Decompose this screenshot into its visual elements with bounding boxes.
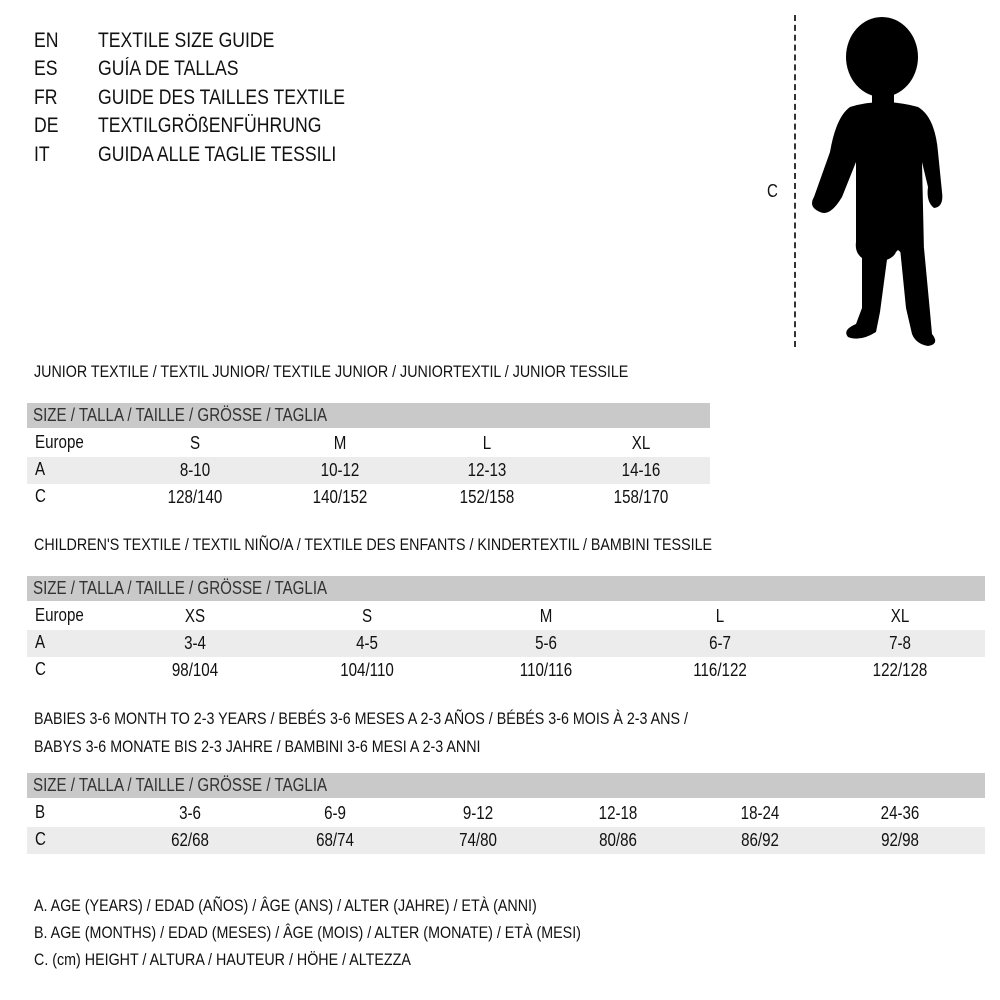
section-title-babies-line1: BABIES 3-6 MONTH TO 2-3 YEARS / BEBÉS 3-…	[34, 709, 688, 728]
table-cell: 86/92	[741, 830, 779, 850]
table-cell: 3-6	[179, 803, 201, 823]
lang-title-en: TEXTILE SIZE GUIDE	[98, 29, 275, 52]
child-silhouette-icon	[812, 17, 943, 346]
table-row: A 8-10 10-12 12-13 14-16	[27, 457, 710, 484]
lang-title-it: GUIDA ALLE TAGLIE TESSILI	[98, 143, 337, 166]
table-cell: 158/170	[613, 487, 669, 507]
table-row: C 62/68 68/74 74/80 80/86 86/92 92/98	[27, 827, 985, 854]
table-header: SIZE / TALLA / TAILLE / GRÖSSE / TAGLIA	[27, 403, 710, 430]
legend-c: C. (cm) HEIGHT / ALTURA / HAUTEUR / HÖHE…	[34, 950, 411, 969]
table-cell: 110/116	[519, 660, 573, 680]
row-label: Europe	[35, 432, 84, 452]
size-table-children: SIZE / TALLA / TAILLE / GRÖSSE / TAGLIA E…	[27, 576, 985, 684]
table-cell: 12-13	[467, 460, 507, 480]
table-cell: 4-5	[356, 633, 378, 653]
row-label: A	[35, 632, 46, 652]
table-cell: 24-36	[880, 803, 920, 823]
table-cell: 98/104	[171, 660, 219, 680]
table-cell: 6-9	[324, 803, 346, 823]
section-title-babies-line2: BABYS 3-6 MONATE BIS 2-3 JAHRE / BAMBINI…	[34, 737, 481, 756]
table-cell: M	[539, 606, 553, 626]
table-cell: 140/152	[312, 487, 368, 507]
lang-title-es: GUÍA DE TALLAS	[98, 57, 239, 80]
row-label: Europe	[35, 605, 84, 625]
lang-code-de: DE	[34, 114, 59, 137]
table-cell: 9-12	[462, 803, 494, 823]
table-cell: 8-10	[179, 460, 211, 480]
section-title-junior: JUNIOR TEXTILE / TEXTIL JUNIOR/ TEXTILE …	[34, 362, 629, 381]
table-cell: 18-24	[740, 803, 780, 823]
table-cell: M	[333, 433, 347, 453]
lang-code-es: ES	[34, 57, 58, 80]
table-cell: 80/86	[599, 830, 637, 850]
table-cell: 74/80	[459, 830, 497, 850]
table-header-label: SIZE / TALLA / TAILLE / GRÖSSE / TAGLIA	[33, 775, 328, 795]
row-label: C	[35, 829, 46, 849]
table-cell: 116/122	[693, 660, 747, 680]
lang-code-it: IT	[34, 143, 50, 166]
size-table-junior: SIZE / TALLA / TAILLE / GRÖSSE / TAGLIA E…	[27, 403, 710, 511]
table-row: B 3-6 6-9 9-12 12-18 18-24 24-36	[27, 800, 985, 827]
table-row: C 128/140 140/152 152/158 158/170	[27, 484, 710, 511]
table-cell: 92/98	[881, 830, 919, 850]
table-cell: 6-7	[709, 633, 731, 653]
table-cell: XL	[890, 606, 910, 626]
table-cell: 5-6	[535, 633, 557, 653]
row-label: B	[35, 802, 46, 822]
row-label: C	[35, 659, 46, 679]
table-cell: 3-4	[184, 633, 206, 653]
table-row: A 3-4 4-5 5-6 6-7 7-8	[27, 630, 985, 657]
size-table-babies: SIZE / TALLA / TAILLE / GRÖSSE / TAGLIA B…	[27, 773, 985, 854]
height-measure-label: C	[767, 181, 778, 201]
height-measure-line	[794, 15, 796, 347]
table-header: SIZE / TALLA / TAILLE / GRÖSSE / TAGLIA	[27, 773, 985, 800]
row-label: A	[35, 459, 46, 479]
table-cell: L	[482, 433, 492, 453]
table-cell: 10-12	[320, 460, 360, 480]
table-cell: L	[715, 606, 725, 626]
table-cell: XL	[631, 433, 651, 453]
table-cell: S	[189, 433, 201, 453]
table-row: Europe S M L XL	[27, 430, 710, 457]
table-cell: 14-16	[621, 460, 661, 480]
table-cell: 68/74	[316, 830, 354, 850]
table-row: Europe XS S M L XL	[27, 603, 985, 630]
lang-code-fr: FR	[34, 86, 58, 109]
lang-title-de: TEXTILGRÖßENFÜHRUNG	[98, 114, 322, 137]
table-cell: S	[361, 606, 373, 626]
table-header: SIZE / TALLA / TAILLE / GRÖSSE / TAGLIA	[27, 576, 985, 603]
table-row: C 98/104 104/110 110/116 116/122 122/128	[27, 657, 985, 684]
row-label: C	[35, 486, 46, 506]
table-cell: 7-8	[889, 633, 911, 653]
lang-code-en: EN	[34, 29, 59, 52]
table-cell: 104/110	[340, 660, 394, 680]
table-cell: 128/140	[167, 487, 223, 507]
table-cell: 152/158	[459, 487, 515, 507]
table-cell: 62/68	[171, 830, 209, 850]
table-header-label: SIZE / TALLA / TAILLE / GRÖSSE / TAGLIA	[33, 578, 328, 598]
section-title-children: CHILDREN'S TEXTILE / TEXTIL NIÑO/A / TEX…	[34, 535, 713, 554]
table-header-label: SIZE / TALLA / TAILLE / GRÖSSE / TAGLIA	[33, 405, 328, 425]
legend-b: B. AGE (MONTHS) / EDAD (MESES) / ÂGE (MO…	[34, 923, 581, 942]
table-cell: XS	[184, 606, 206, 626]
table-cell: 12-18	[598, 803, 638, 823]
lang-title-fr: GUIDE DES TAILLES TEXTILE	[98, 86, 346, 109]
table-cell: 122/128	[872, 660, 928, 680]
legend-a: A. AGE (YEARS) / EDAD (AÑOS) / ÂGE (ANS)…	[34, 896, 537, 915]
